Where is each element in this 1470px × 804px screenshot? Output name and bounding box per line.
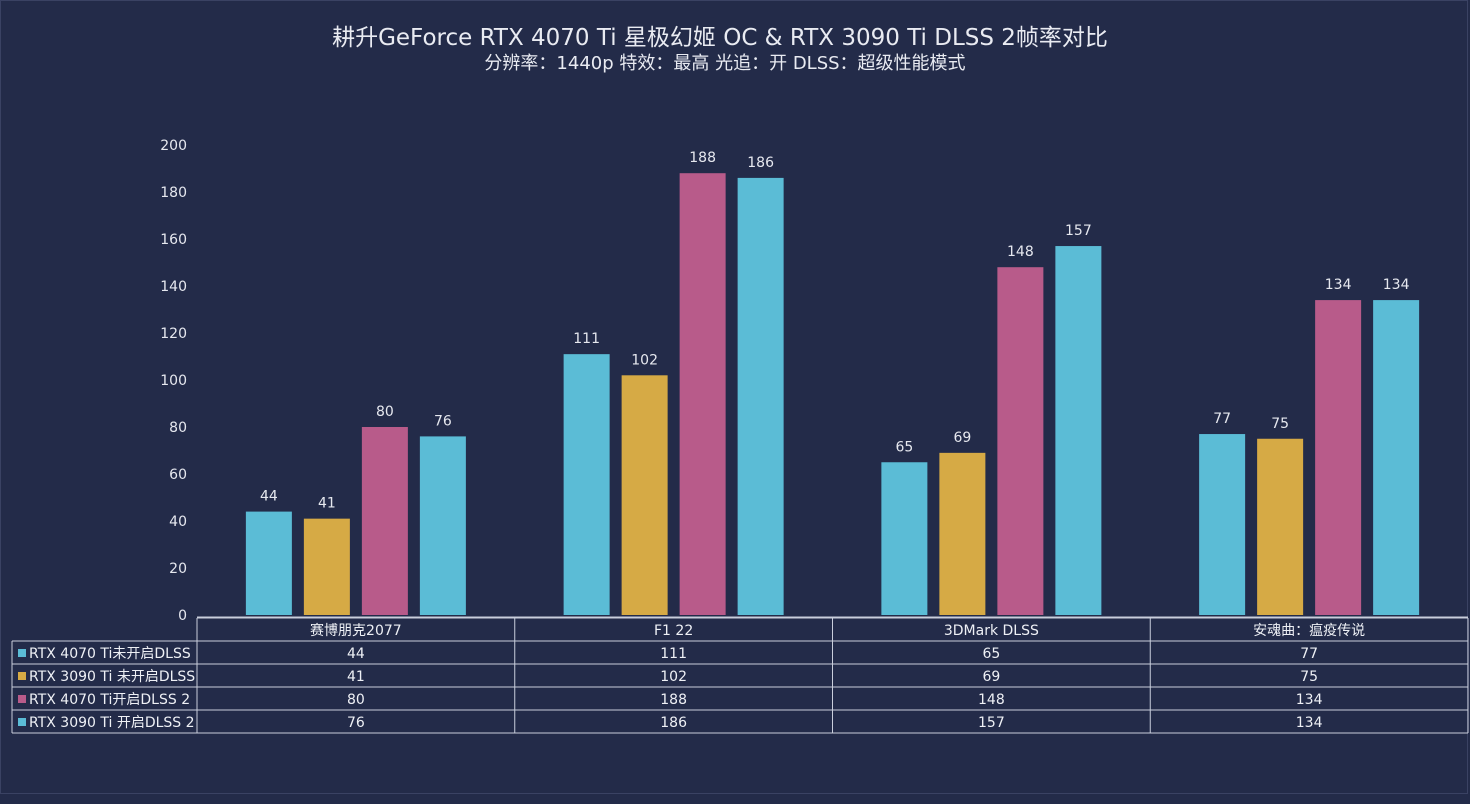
legend-label-3: RTX 3090 Ti 开启DLSS 2 (29, 715, 195, 731)
table-cell-series-2-cat-1: 188 (660, 692, 687, 708)
data-label-series-2-cat-2: 148 (1007, 244, 1034, 260)
y-tick-label-7: 140 (160, 279, 187, 295)
data-label-series-0-cat-1: 111 (573, 331, 600, 347)
category-label-1: F1 22 (654, 623, 693, 639)
table-cell-series-3-cat-1: 186 (660, 715, 687, 731)
category-label-2: 3DMark DLSS (944, 623, 1039, 639)
y-tick-label-6: 120 (160, 326, 187, 342)
data-label-series-3-cat-0: 76 (434, 413, 452, 429)
data-label-series-2-cat-1: 188 (689, 150, 716, 166)
bar-series-2-cat-3 (1315, 300, 1362, 615)
table-cell-series-1-cat-1: 102 (660, 669, 687, 685)
data-label-series-3-cat-2: 157 (1065, 223, 1092, 239)
bar-series-3-cat-2 (1055, 246, 1102, 616)
table-cell-series-1-cat-2: 69 (982, 669, 1000, 685)
y-tick-label-4: 80 (169, 420, 187, 436)
category-label-3: 安魂曲：瘟疫传说 (1253, 622, 1365, 639)
table-cell-series-3-cat-3: 134 (1296, 715, 1323, 731)
bar-series-1-cat-3 (1257, 438, 1304, 615)
y-tick-label-1: 20 (169, 561, 187, 577)
bar-series-2-cat-2 (997, 267, 1044, 615)
bar-series-0-cat-3 (1199, 434, 1246, 615)
bar-series-1-cat-2 (939, 452, 986, 615)
bar-series-1-cat-0 (303, 518, 350, 615)
bar-series-0-cat-0 (245, 511, 292, 615)
y-tick-label-5: 100 (160, 373, 187, 389)
bar-series-0-cat-1 (563, 354, 610, 615)
table-cell-series-0-cat-1: 111 (660, 646, 687, 662)
data-label-series-2-cat-3: 134 (1325, 277, 1352, 293)
bar-series-3-cat-1 (737, 177, 784, 615)
legend-label-1: RTX 3090 Ti 未开启DLSS (29, 669, 195, 685)
data-label-series-0-cat-0: 44 (260, 489, 278, 505)
legend-swatch-0 (18, 649, 26, 657)
bar-series-2-cat-1 (679, 173, 726, 615)
data-label-series-1-cat-0: 41 (318, 496, 336, 512)
data-label-series-0-cat-3: 77 (1213, 411, 1231, 427)
y-tick-label-3: 60 (169, 467, 187, 483)
data-label-series-2-cat-0: 80 (376, 404, 394, 420)
category-label-0: 赛博朋克2077 (310, 622, 402, 639)
legend-swatch-3 (18, 718, 26, 726)
data-label-series-1-cat-3: 75 (1271, 416, 1289, 432)
table-cell-series-3-cat-0: 76 (347, 715, 365, 731)
table-cell-series-0-cat-3: 77 (1300, 646, 1318, 662)
bar-series-1-cat-1 (621, 375, 668, 615)
bar-series-2-cat-0 (361, 427, 408, 615)
y-tick-label-9: 180 (160, 185, 187, 201)
y-tick-label-0: 0 (178, 608, 187, 624)
legend-swatch-1 (18, 672, 26, 680)
legend-label-0: RTX 4070 Ti未开启DLSS (29, 646, 191, 662)
table-cell-series-1-cat-3: 75 (1300, 669, 1318, 685)
table-cell-series-0-cat-2: 65 (982, 646, 1000, 662)
data-label-series-0-cat-2: 65 (895, 439, 913, 455)
chart-subtitle: 分辨率：1440p 特效：最高 光追：开 DLSS：超级性能模式 (484, 53, 966, 74)
table-cell-series-2-cat-3: 134 (1296, 692, 1323, 708)
data-label-series-1-cat-2: 69 (953, 430, 971, 446)
data-label-series-1-cat-1: 102 (631, 352, 658, 368)
table-cell-series-3-cat-2: 157 (978, 715, 1005, 731)
table-cell-series-2-cat-2: 148 (978, 692, 1005, 708)
legend-swatch-2 (18, 695, 26, 703)
bar-series-0-cat-2 (881, 462, 928, 615)
y-tick-label-8: 160 (160, 232, 187, 248)
y-tick-label-10: 200 (160, 138, 187, 154)
data-label-series-3-cat-1: 186 (747, 155, 774, 171)
table-cell-series-0-cat-0: 44 (347, 646, 365, 662)
chart-title: 耕升GeForce RTX 4070 Ti 星极幻姬 OC & RTX 3090… (332, 25, 1108, 51)
bar-series-3-cat-3 (1373, 300, 1420, 615)
legend-label-2: RTX 4070 Ti开启DLSS 2 (29, 692, 190, 708)
table-cell-series-1-cat-0: 41 (347, 669, 365, 685)
y-tick-label-2: 40 (169, 514, 187, 530)
table-cell-series-2-cat-0: 80 (347, 692, 365, 708)
bar-series-3-cat-0 (419, 436, 466, 615)
data-label-series-3-cat-3: 134 (1383, 277, 1410, 293)
